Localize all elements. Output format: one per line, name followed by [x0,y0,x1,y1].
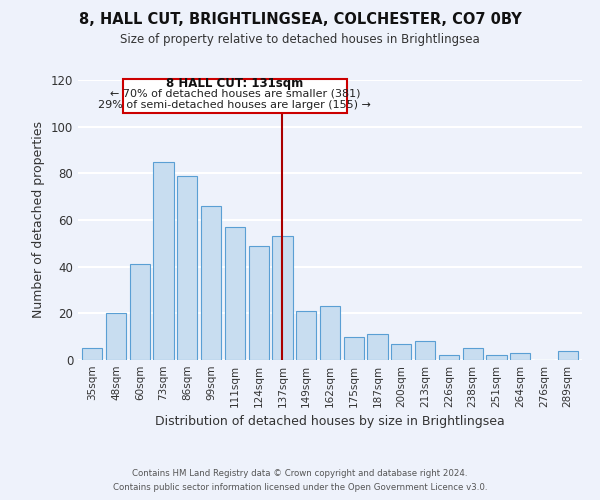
Bar [248,246,269,360]
Bar [82,348,103,360]
X-axis label: Distribution of detached houses by size in Brightlingsea: Distribution of detached houses by size … [155,416,505,428]
Bar [320,306,340,360]
Y-axis label: Number of detached properties: Number of detached properties [32,122,45,318]
Text: Contains HM Land Registry data © Crown copyright and database right 2024.: Contains HM Land Registry data © Crown c… [132,468,468,477]
Bar [272,236,293,360]
Bar [344,336,364,360]
Bar [130,264,150,360]
Text: 8, HALL CUT, BRIGHTLINGSEA, COLCHESTER, CO7 0BY: 8, HALL CUT, BRIGHTLINGSEA, COLCHESTER, … [79,12,521,28]
Bar [463,348,483,360]
Text: 8 HALL CUT: 131sqm: 8 HALL CUT: 131sqm [166,77,304,90]
Bar [391,344,412,360]
Bar [415,342,435,360]
Bar [106,314,126,360]
Bar [296,311,316,360]
Bar [439,356,459,360]
Text: ← 70% of detached houses are smaller (381): ← 70% of detached houses are smaller (38… [110,89,360,99]
Bar [510,353,530,360]
Bar [201,206,221,360]
Bar [225,227,245,360]
Text: 29% of semi-detached houses are larger (155) →: 29% of semi-detached houses are larger (… [98,100,371,110]
Bar [154,162,173,360]
Bar [367,334,388,360]
Bar [557,350,578,360]
Text: Size of property relative to detached houses in Brightlingsea: Size of property relative to detached ho… [120,32,480,46]
FancyBboxPatch shape [123,79,347,112]
Text: Contains public sector information licensed under the Open Government Licence v3: Contains public sector information licen… [113,484,487,492]
Bar [177,176,197,360]
Bar [487,356,506,360]
